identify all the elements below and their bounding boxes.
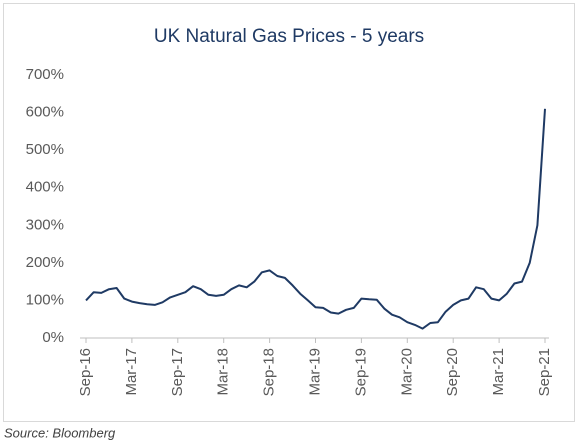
y-tick-label: 300% [26,216,64,233]
y-tick-label: 400% [26,179,64,196]
line-series [85,108,546,330]
y-tick-label: 700% [26,66,64,83]
x-tick-label: Mar-20 [398,348,415,396]
x-tick-label: Mar-21 [490,348,507,396]
y-tick-label: 200% [26,254,64,271]
x-tick-label: Sep-21 [536,348,553,396]
x-tick-label: Sep-18 [261,348,278,396]
x-tick-label: Mar-18 [215,348,232,396]
x-tick-label: Mar-17 [123,348,140,396]
y-tick-label: 0% [42,329,64,346]
y-tick-label: 100% [26,291,64,308]
x-tick-label: Mar-19 [306,348,323,396]
y-tick-label: 500% [26,141,64,158]
x-tick-label: Sep-17 [169,348,186,396]
x-tick-label: Sep-20 [444,348,461,396]
x-tick-label: Sep-16 [77,348,94,396]
x-tick-label: Sep-19 [352,348,369,396]
source-note: Source: Bloomberg [4,425,116,440]
chart-frame [3,3,575,422]
chart-title: UK Natural Gas Prices - 5 years [154,26,424,47]
y-tick-label: 600% [26,104,64,121]
